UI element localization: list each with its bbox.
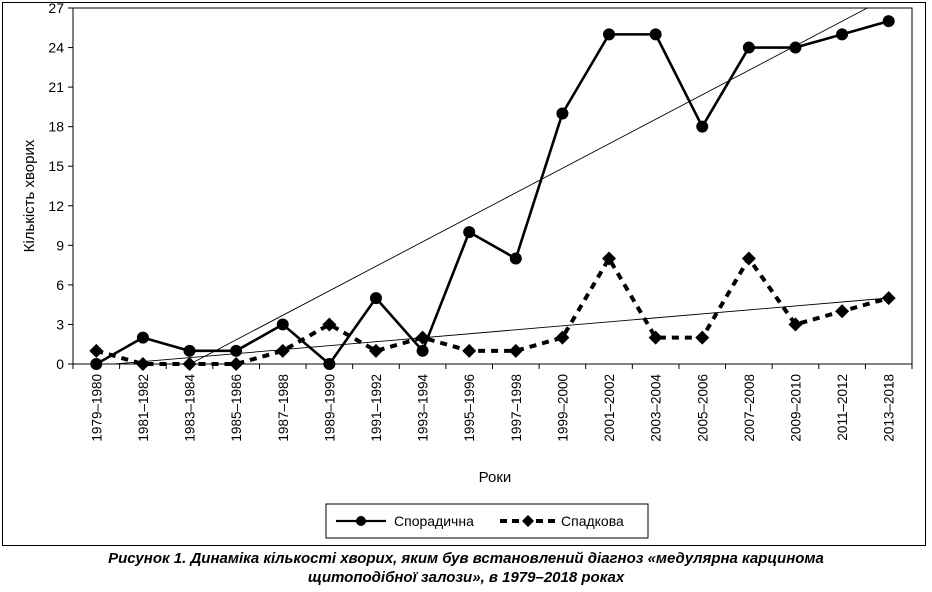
data-point-sporadic [509,252,522,265]
x-tick-label: 1997–1998 [509,374,524,442]
data-point-sporadic [696,120,709,133]
y-tick-label: 12 [48,198,64,214]
x-tick-label: 1979–1980 [89,374,104,442]
legend-label-sporadic: Спорадична [394,513,474,529]
x-tick-label: 1981–1982 [136,374,151,442]
data-point-sporadic [742,41,755,54]
x-tick-label: 1995–1996 [462,374,477,442]
y-tick-label: 21 [48,79,64,95]
data-point-hereditary [415,330,430,345]
x-tick-label: 2007–2008 [742,374,757,442]
y-tick-label: 3 [56,316,64,332]
y-tick-label: 18 [48,119,64,135]
y-axis-title: Кількість хворих [21,139,38,252]
caption-line-1: Рисунок 1. Динаміка кількості хворих, як… [108,550,824,567]
data-point-hereditary [648,330,663,345]
data-point-sporadic [276,318,289,331]
data-point-hereditary [89,343,104,358]
data-point-hereditary [322,317,337,332]
series-line-hereditary [95,256,890,366]
data-point-hereditary [135,357,150,371]
data-point-sporadic [603,28,616,41]
trendline-sporadic [189,7,868,365]
x-tick-label: 2011–2012 [835,374,850,441]
data-point-sporadic [369,292,382,305]
data-point-hereditary [275,343,290,358]
data-point-sporadic [463,226,476,239]
x-tick-label: 1999–2000 [555,374,570,442]
chart-frame [2,2,926,546]
data-point-hereditary [741,251,756,266]
chart: 0 3 6 9 12 15 18 21 24 27 1979–1980 1981–1982 1983–… [21,0,913,539]
data-point-sporadic [90,358,103,370]
y-tick-label: 24 [48,40,64,56]
x-tick-label: 2005–2006 [695,374,710,442]
x-tick-label: 2001–2002 [602,374,617,442]
legend-marker-sporadic [356,516,366,526]
x-tick-label: 2003–2004 [649,374,664,442]
x-tick-label: 1985–1986 [229,374,244,442]
x-tick-label: 1991–1992 [369,374,384,442]
x-tick-label: 1989–1990 [322,374,337,442]
figure-caption: Рисунок 1. Динаміка кількості хворих, як… [0,549,932,587]
x-tick-label: 1987–1988 [276,374,291,442]
data-point-hereditary [835,304,850,319]
y-tick-label: 15 [48,158,64,174]
y-tick-label: 27 [48,0,64,16]
legend-label-hereditary: Спадкова [561,513,624,529]
x-tick-label: 1983–1984 [183,374,198,442]
data-point-sporadic [230,344,243,357]
data-point-sporadic [416,344,429,357]
y-axis-ticks: 0 3 6 9 12 15 18 21 24 27 [48,0,73,372]
data-point-sporadic [183,344,196,357]
data-point-hereditary [602,251,617,266]
data-point-hereditary [788,317,803,332]
data-point-hereditary [508,343,523,358]
x-axis-title: Роки [479,469,512,486]
data-point-sporadic [136,331,149,344]
x-tick-label: 1993–1994 [416,374,431,442]
caption-line-2: щитоподібної залози», в 1979–2018 роках [307,569,625,586]
data-point-sporadic [556,107,569,120]
data-point-sporadic [789,41,802,54]
legend: Спорадична Спадкова [325,503,649,539]
x-tick-label: 2009–2010 [788,374,803,442]
series-line-sporadic [95,19,890,366]
y-tick-label: 0 [56,356,64,372]
data-point-hereditary [695,330,710,345]
legend-marker-hereditary [522,515,534,527]
data-point-hereditary [555,330,570,345]
plot-area [72,7,913,371]
data-point-hereditary [368,343,383,358]
y-tick-label: 9 [56,237,64,253]
trendline-hereditary [114,297,889,365]
data-point-hereditary [182,357,197,371]
x-tick-label: 2013–2018 [882,374,897,442]
data-point-sporadic [836,28,849,41]
data-point-hereditary [229,357,244,371]
data-point-sporadic [323,358,336,370]
data-point-sporadic [882,15,895,28]
y-tick-label: 6 [56,277,64,293]
data-point-hereditary [462,343,477,358]
data-point-sporadic [649,28,662,41]
x-axis-ticks: 1979–1980 1981–1982 1983–1984 1985–1986 1987… [72,364,913,442]
data-point-hereditary [881,291,896,306]
